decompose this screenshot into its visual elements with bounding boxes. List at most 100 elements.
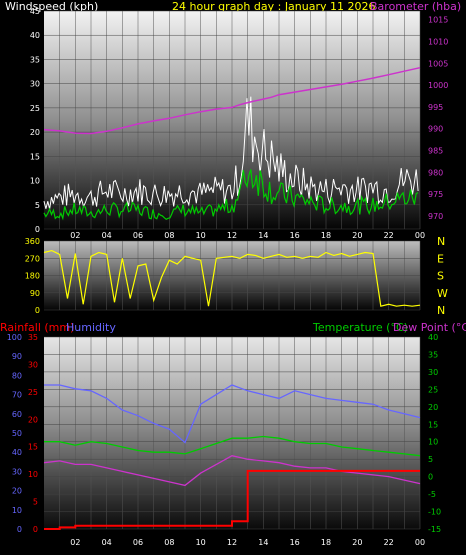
dir-compass-label: E — [437, 252, 444, 265]
wind-axis-label: Windspeed (kph) — [5, 0, 98, 13]
x-tick-label: 00 — [415, 231, 425, 240]
wind-y-tick: 35 — [30, 55, 40, 64]
dir-y-tick: 360 — [25, 237, 40, 246]
humidity-y-tick: 50 — [12, 429, 22, 438]
x-tick-label: 04 — [102, 231, 112, 240]
baro-y-tick: 1015 — [428, 16, 448, 25]
humidity-y-tick: 0 — [17, 525, 22, 534]
x-tick-label: 18 — [321, 231, 331, 240]
humidity-y-tick: 90 — [12, 352, 22, 361]
dew-point-series — [43, 455, 421, 487]
x-tick-label: 20 — [352, 538, 362, 547]
x-tick-label: 18 — [321, 538, 331, 547]
rain-y-tick: 25 — [28, 388, 38, 397]
baro-y-tick: 970 — [428, 212, 443, 221]
temperature-series — [44, 435, 421, 457]
dir-compass-label: W — [437, 287, 448, 300]
dew-axis-label: Dew Point (°C) — [393, 321, 466, 334]
wind-y-tick: 15 — [30, 152, 40, 161]
x-tick-label: 12 — [227, 538, 237, 547]
dir-compass-label: S — [437, 270, 444, 283]
rain-axis-label: Rainfall (mm) — [0, 321, 74, 334]
baro-y-tick: 980 — [428, 168, 443, 177]
x-tick-label: 04 — [102, 538, 112, 547]
x-tick-label: 12 — [227, 231, 237, 240]
x-tick-label: 14 — [258, 231, 268, 240]
x-tick-label: 02 — [70, 231, 80, 240]
temp-y-tick: 25 — [428, 385, 438, 394]
rain-y-tick: 20 — [28, 415, 38, 424]
baro-y-tick: 1005 — [428, 59, 448, 68]
x-tick-label: 16 — [290, 538, 300, 547]
wind-gust-series — [43, 96, 419, 210]
wind-y-tick: 45 — [30, 7, 40, 16]
rain-series — [44, 469, 420, 530]
wind-y-tick: 5 — [35, 201, 40, 210]
wind-avg-series — [43, 169, 419, 221]
baro-axis-label: Barometer (hba) — [370, 0, 461, 13]
temp-y-tick: 35 — [428, 350, 438, 359]
x-tick-label: 20 — [352, 231, 362, 240]
dir-compass-label: N — [437, 304, 445, 317]
wind-y-tick: 10 — [30, 177, 40, 186]
chart-title: 24 hour graph day : January 11 2026 — [172, 0, 376, 13]
temp-y-tick: 20 — [428, 403, 438, 412]
humidity-y-tick: 80 — [12, 371, 22, 380]
baro-y-tick: 995 — [428, 103, 443, 112]
humidity-y-tick: 40 — [12, 448, 22, 457]
baro-y-tick: 990 — [428, 125, 443, 134]
x-tick-label: 08 — [164, 538, 174, 547]
wind-y-tick: 30 — [30, 80, 40, 89]
baro-y-tick: 1000 — [428, 81, 448, 90]
wind-y-tick: 25 — [30, 104, 40, 113]
dir-y-tick: 90 — [30, 289, 40, 298]
x-tick-label: 02 — [70, 538, 80, 547]
baro-y-tick: 1010 — [428, 38, 448, 47]
x-tick-label: 10 — [196, 231, 206, 240]
temp-y-tick: 15 — [428, 420, 438, 429]
rain-y-tick: 15 — [28, 443, 38, 452]
rain-y-tick: 30 — [28, 360, 38, 369]
wind-y-tick: 20 — [30, 128, 40, 137]
temp-axis-label: Temperature (°C) — [312, 321, 408, 334]
x-tick-label: 14 — [258, 538, 268, 547]
humidity-y-tick: 30 — [12, 467, 22, 476]
temp-y-tick: 5 — [428, 455, 433, 464]
rain-y-tick: 35 — [28, 333, 38, 342]
wind-y-tick: 40 — [30, 31, 40, 40]
x-tick-label: 06 — [133, 538, 143, 547]
humidity-axis-label: Humidity — [66, 321, 116, 334]
x-tick-label: 08 — [164, 231, 174, 240]
humidity-y-tick: 60 — [12, 410, 22, 419]
x-tick-label: 00 — [415, 538, 425, 547]
dir-y-tick: 270 — [25, 254, 40, 263]
wind-y-tick: 0 — [35, 225, 40, 234]
dir-y-tick: 180 — [25, 272, 40, 281]
temp-y-tick: -5 — [428, 490, 436, 499]
temp-y-tick: 30 — [428, 368, 438, 377]
baro-series — [43, 66, 421, 135]
dir-compass-label: N — [437, 235, 445, 248]
wind-direction-series — [43, 249, 421, 307]
humidity-y-tick: 70 — [12, 391, 22, 400]
rain-y-tick: 5 — [33, 498, 38, 507]
temp-y-tick: -15 — [428, 525, 441, 534]
x-tick-label: 16 — [290, 231, 300, 240]
humidity-series — [44, 384, 421, 444]
humidity-y-tick: 100 — [7, 333, 22, 342]
humidity-y-tick: 10 — [12, 506, 22, 515]
baro-y-tick: 985 — [428, 147, 443, 156]
x-tick-label: 10 — [196, 538, 206, 547]
dir-y-tick: 0 — [35, 306, 40, 315]
rain-y-tick: 0 — [33, 525, 38, 534]
temp-y-tick: 40 — [428, 333, 438, 342]
humidity-y-tick: 20 — [12, 487, 22, 496]
temp-y-tick: 0 — [428, 473, 433, 482]
x-tick-label: 22 — [384, 538, 394, 547]
temp-y-tick: -10 — [428, 508, 441, 517]
temp-y-tick: 10 — [428, 438, 438, 447]
rain-y-tick: 10 — [28, 470, 38, 479]
x-tick-label: 06 — [133, 231, 143, 240]
x-tick-label: 22 — [384, 231, 394, 240]
